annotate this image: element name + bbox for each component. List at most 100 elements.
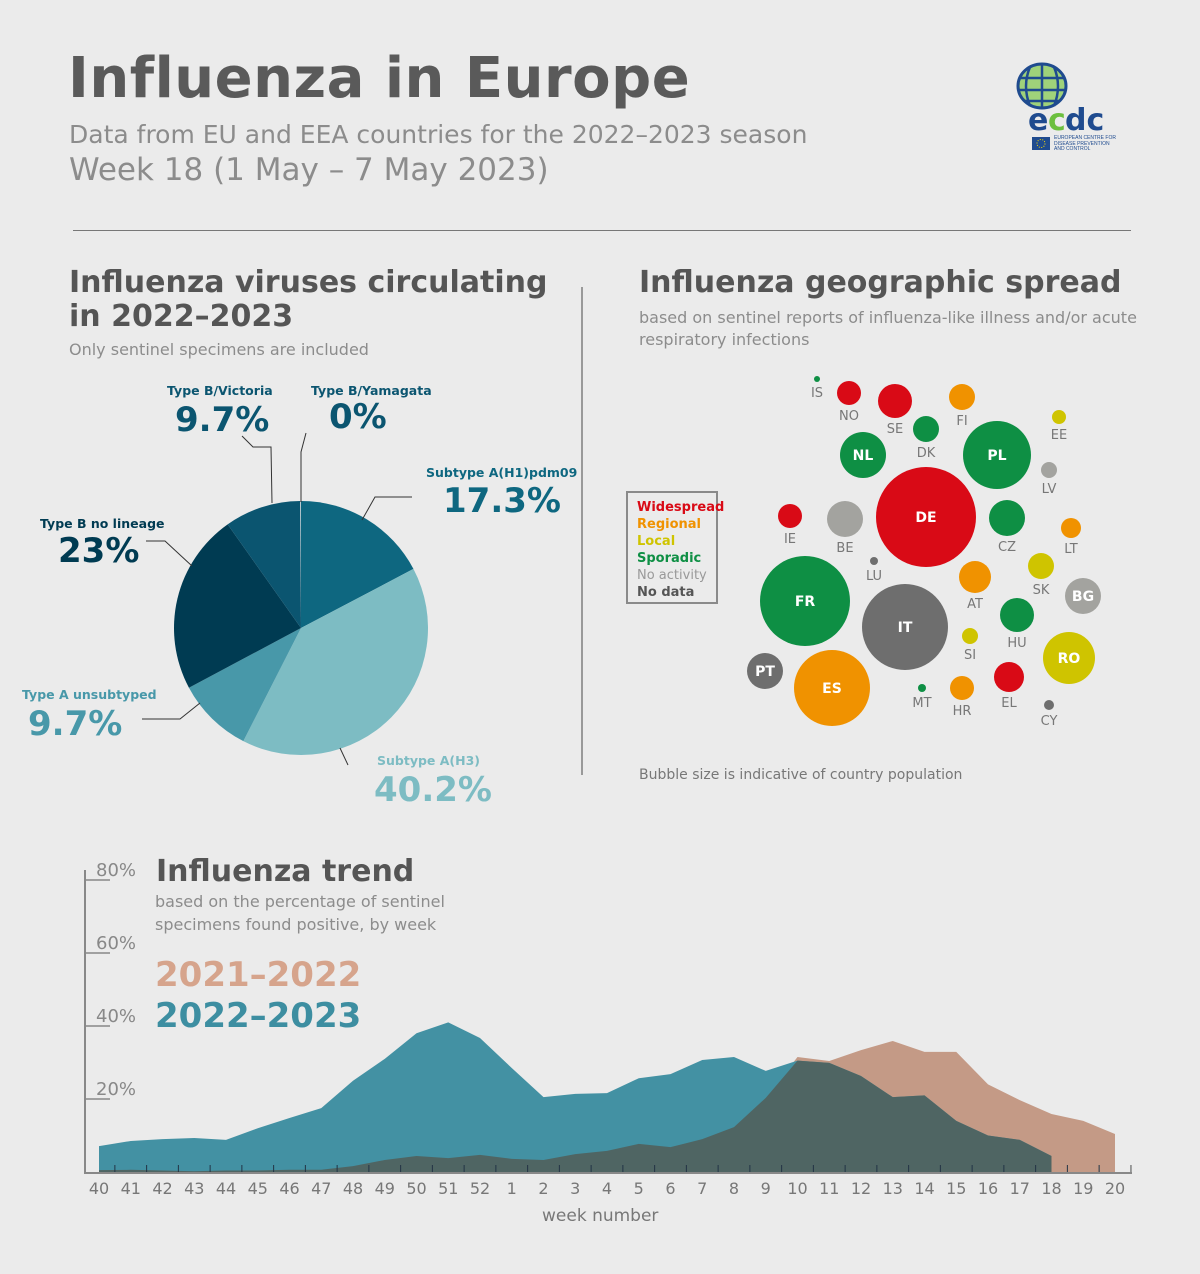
week-label: Week 18 (1 May – 7 May 2023) bbox=[69, 152, 549, 188]
country-bubble-ie bbox=[778, 504, 802, 528]
country-bubble-si bbox=[962, 628, 978, 644]
country-bubble-se bbox=[878, 384, 912, 418]
pie-leader-line bbox=[241, 435, 273, 504]
country-label: DK bbox=[917, 446, 936, 461]
pie-slice bbox=[301, 501, 414, 628]
country-label: MT bbox=[912, 696, 931, 711]
x-axis-label: week number bbox=[542, 1206, 659, 1226]
x-tick-label: 9 bbox=[761, 1179, 771, 1198]
y-tick-label: 20% bbox=[96, 1079, 136, 1100]
pie-slice bbox=[174, 524, 301, 688]
country-bubble-de bbox=[876, 467, 976, 567]
country-bubble-cy bbox=[1044, 700, 1054, 710]
country-label: HU bbox=[1007, 636, 1026, 651]
country-bubble-it bbox=[862, 584, 948, 670]
country-label: SI bbox=[964, 648, 976, 663]
country-label: SK bbox=[1033, 583, 1050, 598]
country-label: IS bbox=[811, 386, 823, 401]
map-title: Influenza geographic spread bbox=[639, 265, 1122, 300]
country-bubble-pt bbox=[747, 653, 783, 689]
country-label: RO bbox=[1058, 651, 1081, 667]
country-bubble-pl bbox=[963, 421, 1031, 489]
country-label: NL bbox=[853, 448, 874, 464]
trend-note: based on the percentage of sentinel spec… bbox=[155, 890, 445, 936]
pie-slice-label: Subtype A(H1)pdm09 bbox=[426, 465, 577, 480]
series-label-2022-2023: 2022–2023 bbox=[155, 996, 362, 1036]
x-tick-label: 2 bbox=[538, 1179, 548, 1198]
map-note: based on sentinel reports of influenza-l… bbox=[639, 307, 1137, 351]
pie-note: Only sentinel specimens are included bbox=[69, 340, 369, 359]
country-label: DE bbox=[915, 510, 936, 526]
x-tick-label: 50 bbox=[406, 1179, 426, 1198]
map-note-line2: respiratory infections bbox=[639, 330, 810, 349]
pie-slice bbox=[188, 628, 301, 742]
x-tick-label: 19 bbox=[1073, 1179, 1093, 1198]
x-tick-label: 51 bbox=[438, 1179, 458, 1198]
pie-leader-line bbox=[146, 540, 193, 567]
x-tick-label: 4 bbox=[602, 1179, 612, 1198]
bubble-footnote: Bubble size is indicative of country pop… bbox=[639, 767, 963, 783]
country-bubble-es bbox=[794, 650, 870, 726]
area-overlap bbox=[99, 1060, 1052, 1172]
x-tick-label: 48 bbox=[343, 1179, 363, 1198]
y-tick-label: 80% bbox=[96, 860, 136, 881]
divider bbox=[73, 230, 1131, 231]
x-tick-label: 44 bbox=[216, 1179, 236, 1198]
x-tick-label: 11 bbox=[819, 1179, 839, 1198]
x-tick-label: 14 bbox=[914, 1179, 934, 1198]
legend-item-local: Local bbox=[637, 534, 676, 549]
country-bubble-fi bbox=[949, 384, 975, 410]
country-bubble-ee bbox=[1052, 410, 1066, 424]
svg-text:c: c bbox=[1048, 103, 1066, 138]
x-tick-label: 20 bbox=[1105, 1179, 1125, 1198]
pie-title-line2: in 2022–2023 bbox=[69, 299, 294, 334]
svg-text:dc: dc bbox=[1065, 103, 1104, 138]
country-label: LV bbox=[1042, 482, 1057, 497]
country-label: SE bbox=[887, 422, 903, 437]
pie-slice-value: 17.3% bbox=[443, 481, 561, 521]
country-label: LT bbox=[1064, 542, 1077, 557]
country-bubble-dk bbox=[913, 416, 939, 442]
country-label: FR bbox=[795, 594, 816, 610]
pie-slice-value: 23% bbox=[58, 531, 139, 571]
x-tick-label: 13 bbox=[883, 1179, 903, 1198]
country-bubble-nl bbox=[840, 432, 886, 478]
svg-text:e: e bbox=[1028, 103, 1048, 138]
globe-icon: e c dc bbox=[1016, 62, 1104, 150]
country-bubble-lv bbox=[1041, 462, 1057, 478]
x-tick-label: 40 bbox=[89, 1179, 109, 1198]
country-bubble-sk bbox=[1028, 553, 1054, 579]
country-label: BG bbox=[1072, 589, 1094, 605]
country-bubble-hu bbox=[1000, 598, 1034, 632]
country-label: IT bbox=[898, 620, 913, 636]
country-bubble-mt bbox=[918, 684, 926, 692]
country-label: NO bbox=[839, 409, 859, 424]
x-tick-label: 46 bbox=[279, 1179, 299, 1198]
pie-leader-line bbox=[142, 702, 201, 720]
country-label: IE bbox=[784, 532, 796, 547]
x-tick-label: 17 bbox=[1010, 1179, 1030, 1198]
trend-note-line2: specimens found positive, by week bbox=[155, 915, 437, 934]
pie-leader-line bbox=[300, 432, 307, 502]
page-title: Influenza in Europe bbox=[68, 46, 691, 111]
country-label: BE bbox=[836, 541, 853, 556]
pie-title: Influenza viruses circulating in 2022–20… bbox=[69, 266, 547, 334]
trend-title: Influenza trend bbox=[156, 854, 415, 889]
pie-slice-value: 0% bbox=[329, 397, 387, 437]
x-tick-label: 7 bbox=[697, 1179, 707, 1198]
pie-slice-label: Type B/Yamagata bbox=[311, 383, 432, 398]
pie-slice-value: 9.7% bbox=[175, 400, 269, 440]
country-bubble-hr bbox=[950, 676, 974, 700]
legend-item-widespread: Widespread bbox=[637, 500, 725, 515]
divider-vertical bbox=[581, 287, 583, 775]
legend-item-regional: Regional bbox=[637, 517, 702, 532]
pie-slice-label: Subtype A(H3) bbox=[377, 753, 480, 768]
trend-note-line1: based on the percentage of sentinel bbox=[155, 892, 445, 911]
logo-caption: EUROPEAN CENTRE FOR DISEASE PREVENTION A… bbox=[1054, 135, 1116, 152]
ecdc-logo: e c dc bbox=[1008, 58, 1118, 154]
x-tick-label: 16 bbox=[978, 1179, 998, 1198]
y-tick-label: 60% bbox=[96, 933, 136, 954]
country-bubble-bg bbox=[1065, 578, 1101, 614]
page-subtitle: Data from EU and EEA countries for the 2… bbox=[69, 120, 808, 149]
